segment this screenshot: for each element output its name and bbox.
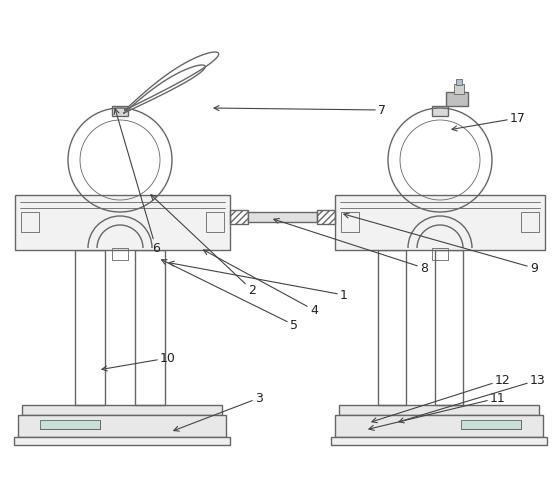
Bar — [378, 250, 406, 405]
Text: 3: 3 — [174, 392, 263, 431]
Text: 10: 10 — [102, 352, 176, 371]
Bar — [22, 405, 222, 415]
Bar — [339, 405, 539, 415]
Text: 11: 11 — [369, 392, 506, 430]
Bar — [40, 420, 100, 429]
Text: 9: 9 — [344, 213, 538, 275]
Bar — [40, 420, 100, 429]
Bar — [112, 248, 128, 260]
Bar — [432, 106, 448, 116]
Bar — [40, 420, 100, 429]
Bar — [341, 212, 359, 232]
Bar — [461, 420, 521, 429]
Bar — [135, 250, 165, 405]
Text: 8: 8 — [274, 218, 428, 275]
Bar — [21, 212, 39, 232]
Text: 2: 2 — [151, 195, 256, 296]
Text: 12: 12 — [372, 373, 511, 423]
Text: 1: 1 — [169, 261, 348, 301]
Text: 4: 4 — [203, 250, 318, 317]
Bar — [230, 210, 248, 224]
Bar — [317, 210, 335, 224]
Text: 5: 5 — [162, 260, 298, 331]
Circle shape — [68, 108, 172, 212]
Bar — [461, 420, 521, 429]
Bar — [435, 250, 463, 405]
Bar — [14, 437, 230, 445]
Bar — [454, 84, 464, 94]
Bar — [335, 415, 543, 437]
Bar — [15, 195, 230, 250]
Bar — [206, 212, 224, 232]
Bar — [248, 212, 317, 222]
Bar — [521, 212, 539, 232]
Bar — [461, 420, 521, 429]
Text: 7: 7 — [214, 104, 386, 117]
Bar — [331, 437, 547, 445]
Text: 13: 13 — [399, 373, 546, 423]
Bar — [18, 415, 226, 437]
Text: 17: 17 — [452, 112, 526, 131]
Bar — [112, 106, 128, 116]
Bar — [446, 92, 468, 106]
Bar — [335, 195, 545, 250]
Text: 6: 6 — [114, 109, 160, 254]
Bar — [75, 250, 105, 405]
Circle shape — [388, 108, 492, 212]
Bar — [456, 79, 462, 85]
Bar — [432, 248, 448, 260]
